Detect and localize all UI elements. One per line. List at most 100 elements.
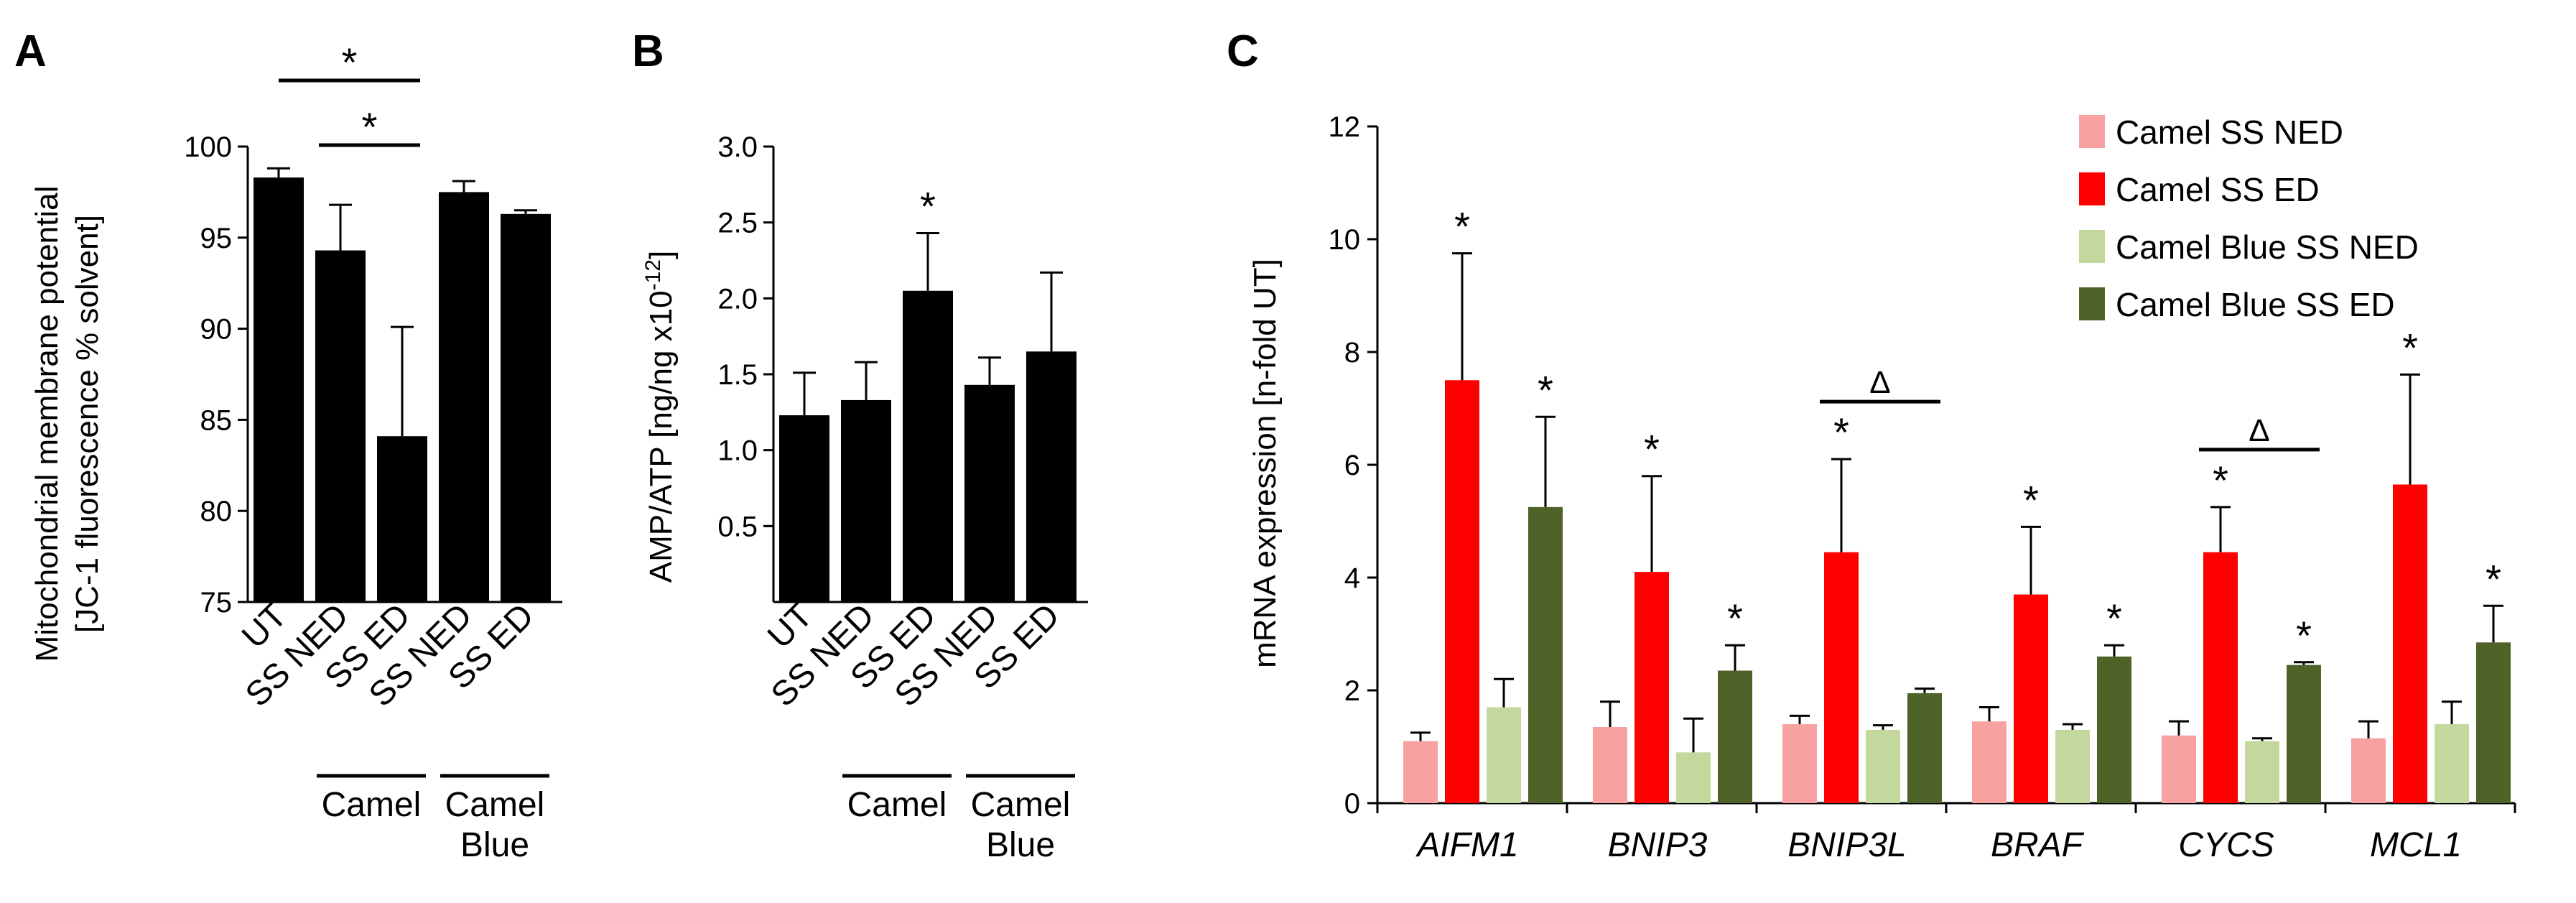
y-axis-title-line2: [JC-1 fluorescence % solvent] — [70, 215, 105, 633]
y-axis-title-superscript: -12 — [641, 259, 665, 290]
legend-label: Camel Blue SS ED — [2116, 286, 2395, 323]
y-tick-label: 75 — [200, 587, 233, 619]
bar-3 — [377, 436, 427, 602]
bar-bnip3l-series-2 — [1824, 552, 1859, 803]
bar-bnip3-series-4 — [1718, 670, 1752, 803]
y-tick-label: 95 — [200, 223, 233, 254]
y-axis-title-line1: Mitochondrial membrane potential — [29, 186, 65, 662]
bar-aifm1-series-1 — [1403, 741, 1438, 803]
delta-symbol: Δ — [2249, 413, 2269, 448]
significance-star: * — [342, 40, 358, 85]
legend-label: Camel SS ED — [2116, 171, 2320, 208]
bar-bnip3-series-2 — [1635, 572, 1669, 803]
group-label: Blue — [986, 826, 1055, 864]
y-tick-label: 6 — [1344, 450, 1360, 481]
bar-1 — [779, 415, 829, 602]
significance-star: * — [1727, 596, 1743, 641]
bar-braf-series-2 — [2014, 594, 2048, 803]
significance-star: * — [2213, 458, 2228, 503]
bar-braf-series-3 — [2055, 729, 2090, 803]
y-axis-title: mRNA expression [n-fold UT] — [1247, 259, 1283, 668]
legend-label: Camel SS NED — [2116, 114, 2343, 151]
y-tick-label: 1.5 — [717, 359, 758, 391]
legend: Camel SS NED Camel SS ED Camel Blue SS NED… — [2079, 114, 2419, 323]
significance-star: * — [2486, 556, 2501, 601]
bar-cycs-series-1 — [2162, 735, 2196, 803]
y-tick-label: 2.5 — [717, 208, 758, 239]
bar-5 — [501, 213, 551, 602]
bar-mcl1-series-4 — [2476, 642, 2511, 803]
significance-star: * — [2402, 325, 2418, 370]
gene-label: CYCS — [2178, 826, 2274, 864]
y-tick-label: 1.0 — [717, 435, 758, 467]
delta-symbol: Δ — [1869, 365, 1890, 400]
bar-2 — [315, 250, 366, 602]
legend-label: Camel Blue SS NED — [2116, 228, 2419, 266]
bar-aifm1-series-4 — [1528, 506, 1563, 803]
significance-star: * — [2106, 596, 2122, 641]
bar-2 — [841, 399, 891, 602]
gene-label: AIFM1 — [1415, 826, 1518, 864]
group-label: Camel — [847, 786, 947, 824]
bar-cycs-series-4 — [2287, 664, 2321, 803]
significance-star: * — [362, 104, 378, 149]
bar-3 — [903, 290, 953, 602]
group-label: Camel — [971, 786, 1071, 824]
y-tick-label: 85 — [200, 404, 233, 436]
bar-mcl1-series-2 — [2393, 484, 2427, 803]
bar-cycs-series-3 — [2245, 741, 2279, 803]
bar-bnip3l-series-4 — [1907, 693, 1942, 803]
y-tick-label: 4 — [1344, 562, 1360, 594]
bar-braf-series-4 — [2097, 656, 2131, 803]
group-label: Camel — [445, 786, 545, 824]
panel-label-c: C — [1227, 27, 1259, 76]
bar-bnip3l-series-3 — [1866, 729, 1900, 803]
group-label: Camel — [322, 786, 422, 824]
bar-mcl1-series-3 — [2435, 724, 2469, 803]
y-tick-label: 80 — [200, 496, 233, 527]
significance-star: * — [1833, 409, 1849, 455]
y-tick-label: 0.5 — [717, 511, 758, 542]
legend-swatch — [2079, 115, 2105, 148]
y-tick-label: 0 — [1344, 788, 1360, 820]
panel-label-a: A — [14, 27, 47, 76]
bar-cycs-series-2 — [2203, 552, 2238, 803]
y-axis-title: AMP/ATP [ng/ng x10-12] — [641, 251, 679, 583]
gene-label: MCL1 — [2370, 826, 2462, 864]
panel-label-b: B — [632, 27, 664, 76]
bar-4 — [964, 384, 1015, 602]
bar-5 — [1026, 351, 1077, 602]
gene-label: BRAF — [1991, 826, 2085, 864]
gene-label: BNIP3 — [1608, 826, 1708, 864]
legend-swatch — [2079, 230, 2105, 263]
y-tick-label: 2 — [1344, 675, 1360, 707]
legend-swatch — [2079, 172, 2105, 205]
bar-aifm1-series-3 — [1487, 707, 1521, 803]
bar-bnip3l-series-1 — [1782, 724, 1817, 803]
y-tick-label: 90 — [200, 314, 233, 346]
y-tick-label: 8 — [1344, 337, 1360, 369]
y-tick-label: 3.0 — [717, 131, 758, 163]
gene-label: BNIP3L — [1787, 826, 1906, 864]
y-axis-title-end: ] — [643, 251, 679, 259]
group-label: Blue — [460, 826, 529, 864]
significance-star: * — [1454, 204, 1470, 249]
significance-star: * — [920, 183, 936, 228]
y-tick-label: 100 — [184, 131, 232, 163]
significance-star: * — [2023, 477, 2039, 522]
bar-braf-series-1 — [1972, 721, 2007, 803]
y-tick-label: 12 — [1329, 111, 1361, 143]
bar-mcl1-series-1 — [2351, 738, 2386, 803]
significance-star: * — [1538, 367, 1553, 412]
significance-star: * — [1644, 427, 1660, 472]
bar-1 — [254, 177, 304, 602]
y-axis-title-main: AMP/ATP [ng/ng x10 — [643, 290, 679, 583]
bar-4 — [439, 192, 489, 602]
bar-bnip3-series-1 — [1593, 727, 1627, 803]
y-tick-label: 10 — [1329, 224, 1361, 256]
significance-star: * — [2296, 613, 2312, 658]
